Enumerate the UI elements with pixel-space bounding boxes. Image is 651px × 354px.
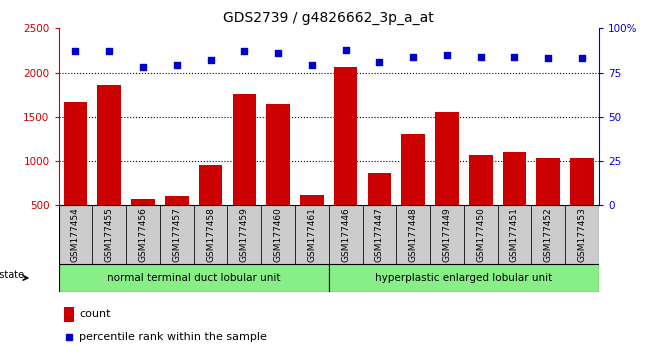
Point <box>239 48 249 54</box>
Text: GSM177454: GSM177454 <box>71 207 80 262</box>
Point <box>273 50 283 56</box>
Text: GSM177453: GSM177453 <box>577 207 587 262</box>
Text: GSM177457: GSM177457 <box>173 207 181 262</box>
Text: disease state: disease state <box>0 270 25 280</box>
Point <box>577 56 587 61</box>
Bar <box>232 94 256 205</box>
Bar <box>126 205 160 264</box>
Bar <box>165 195 189 205</box>
Bar <box>59 205 92 264</box>
Bar <box>329 205 363 264</box>
Bar <box>363 205 396 264</box>
Text: GSM177456: GSM177456 <box>139 207 148 262</box>
Text: GSM177448: GSM177448 <box>409 207 418 262</box>
Point <box>138 64 148 70</box>
Bar <box>266 104 290 205</box>
Bar <box>396 205 430 264</box>
Bar <box>368 172 391 205</box>
Point <box>509 54 519 59</box>
Bar <box>132 199 155 205</box>
Text: GSM177460: GSM177460 <box>273 207 283 262</box>
Bar <box>194 205 227 264</box>
Point <box>408 54 419 59</box>
Bar <box>334 67 357 205</box>
Bar <box>503 152 526 205</box>
Bar <box>497 205 531 264</box>
Bar <box>199 166 223 205</box>
Bar <box>565 205 599 264</box>
Text: GSM177447: GSM177447 <box>375 207 384 262</box>
Bar <box>570 158 594 205</box>
Bar <box>536 158 560 205</box>
Bar <box>64 307 74 321</box>
Text: GSM177449: GSM177449 <box>443 207 451 262</box>
Bar <box>64 102 87 205</box>
Text: GSM177451: GSM177451 <box>510 207 519 262</box>
Point <box>374 59 385 65</box>
Text: hyperplastic enlarged lobular unit: hyperplastic enlarged lobular unit <box>375 273 553 283</box>
Text: GSM177459: GSM177459 <box>240 207 249 262</box>
Point <box>307 63 317 68</box>
Bar <box>329 264 599 292</box>
Point <box>340 47 351 52</box>
Title: GDS2739 / g4826662_3p_a_at: GDS2739 / g4826662_3p_a_at <box>223 11 434 24</box>
Point <box>172 63 182 68</box>
Bar <box>59 264 329 292</box>
Bar <box>227 205 261 264</box>
Bar <box>402 134 425 205</box>
Text: GSM177455: GSM177455 <box>105 207 114 262</box>
Text: count: count <box>79 309 111 319</box>
Bar <box>464 205 497 264</box>
Point <box>70 48 81 54</box>
Bar <box>435 112 459 205</box>
Bar <box>261 205 295 264</box>
Bar <box>92 205 126 264</box>
Bar <box>98 85 121 205</box>
Bar <box>430 205 464 264</box>
Point <box>543 56 553 61</box>
Bar <box>160 205 194 264</box>
Bar <box>531 205 565 264</box>
Text: GSM177450: GSM177450 <box>477 207 485 262</box>
Text: GSM177458: GSM177458 <box>206 207 215 262</box>
Point <box>442 52 452 58</box>
Bar <box>295 205 329 264</box>
Text: GSM177452: GSM177452 <box>544 207 553 262</box>
Point <box>104 48 115 54</box>
Point <box>205 57 215 63</box>
Bar <box>469 155 493 205</box>
Text: percentile rank within the sample: percentile rank within the sample <box>79 332 267 342</box>
Text: normal terminal duct lobular unit: normal terminal duct lobular unit <box>107 273 281 283</box>
Point <box>475 54 486 59</box>
Text: GSM177461: GSM177461 <box>307 207 316 262</box>
Text: GSM177446: GSM177446 <box>341 207 350 262</box>
Bar <box>300 195 324 205</box>
